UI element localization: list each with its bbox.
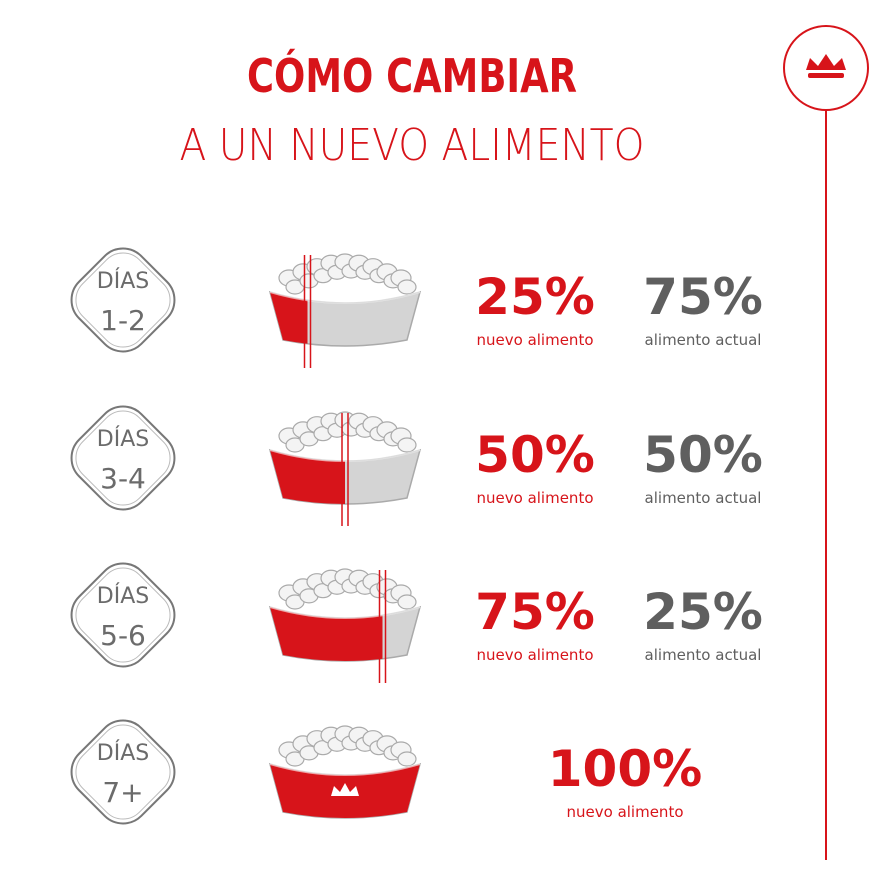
days-label: DÍAS <box>97 426 149 452</box>
current-label: alimento actual <box>645 489 762 507</box>
bowl <box>268 411 422 526</box>
row: DÍAS 1-2 25% nuevo alimento 75% alimento actu… <box>70 247 763 368</box>
new-label: nuevo alimento <box>567 803 684 821</box>
day-badge <box>70 719 176 825</box>
new-percent: 75% <box>475 583 595 641</box>
day-badge <box>70 562 176 668</box>
current-percent: 25% <box>643 583 763 641</box>
day-badge-inner <box>75 567 171 663</box>
day-badge-inner <box>75 410 171 506</box>
subtitle: A UN NUEVO ALIMENTO <box>180 120 645 171</box>
new-percent: 50% <box>475 426 595 484</box>
row: DÍAS 7+ 100% nuevo alimento <box>70 719 702 825</box>
bowl <box>268 253 422 368</box>
new-percent: 100% <box>548 740 702 798</box>
days-range: 5-6 <box>100 619 146 652</box>
current-label: alimento actual <box>645 646 762 664</box>
row: DÍAS 3-4 50% nuevo alimento 50% alimento actu… <box>70 405 763 526</box>
bowl <box>268 725 422 819</box>
bowl <box>268 568 422 683</box>
new-label: nuevo alimento <box>477 489 594 507</box>
day-badge <box>70 405 176 511</box>
day-badge-inner <box>75 252 171 348</box>
new-label: nuevo alimento <box>477 646 594 664</box>
days-range: 1-2 <box>100 304 146 337</box>
days-label: DÍAS <box>97 268 149 294</box>
current-label: alimento actual <box>645 331 762 349</box>
day-badge-inner <box>75 724 171 820</box>
brand-logo <box>783 25 869 111</box>
new-label: nuevo alimento <box>477 331 594 349</box>
days-label: DÍAS <box>97 740 149 766</box>
days-range: 7+ <box>102 776 143 809</box>
days-range: 3-4 <box>100 462 146 495</box>
row: DÍAS 5-6 75% nuevo alimento 25% alimento actu… <box>70 562 763 683</box>
day-badge <box>70 247 176 353</box>
new-percent: 25% <box>475 268 595 326</box>
current-percent: 50% <box>643 426 763 484</box>
days-label: DÍAS <box>97 583 149 609</box>
title: CÓMO CAMBIAR <box>247 49 577 103</box>
current-percent: 75% <box>643 268 763 326</box>
